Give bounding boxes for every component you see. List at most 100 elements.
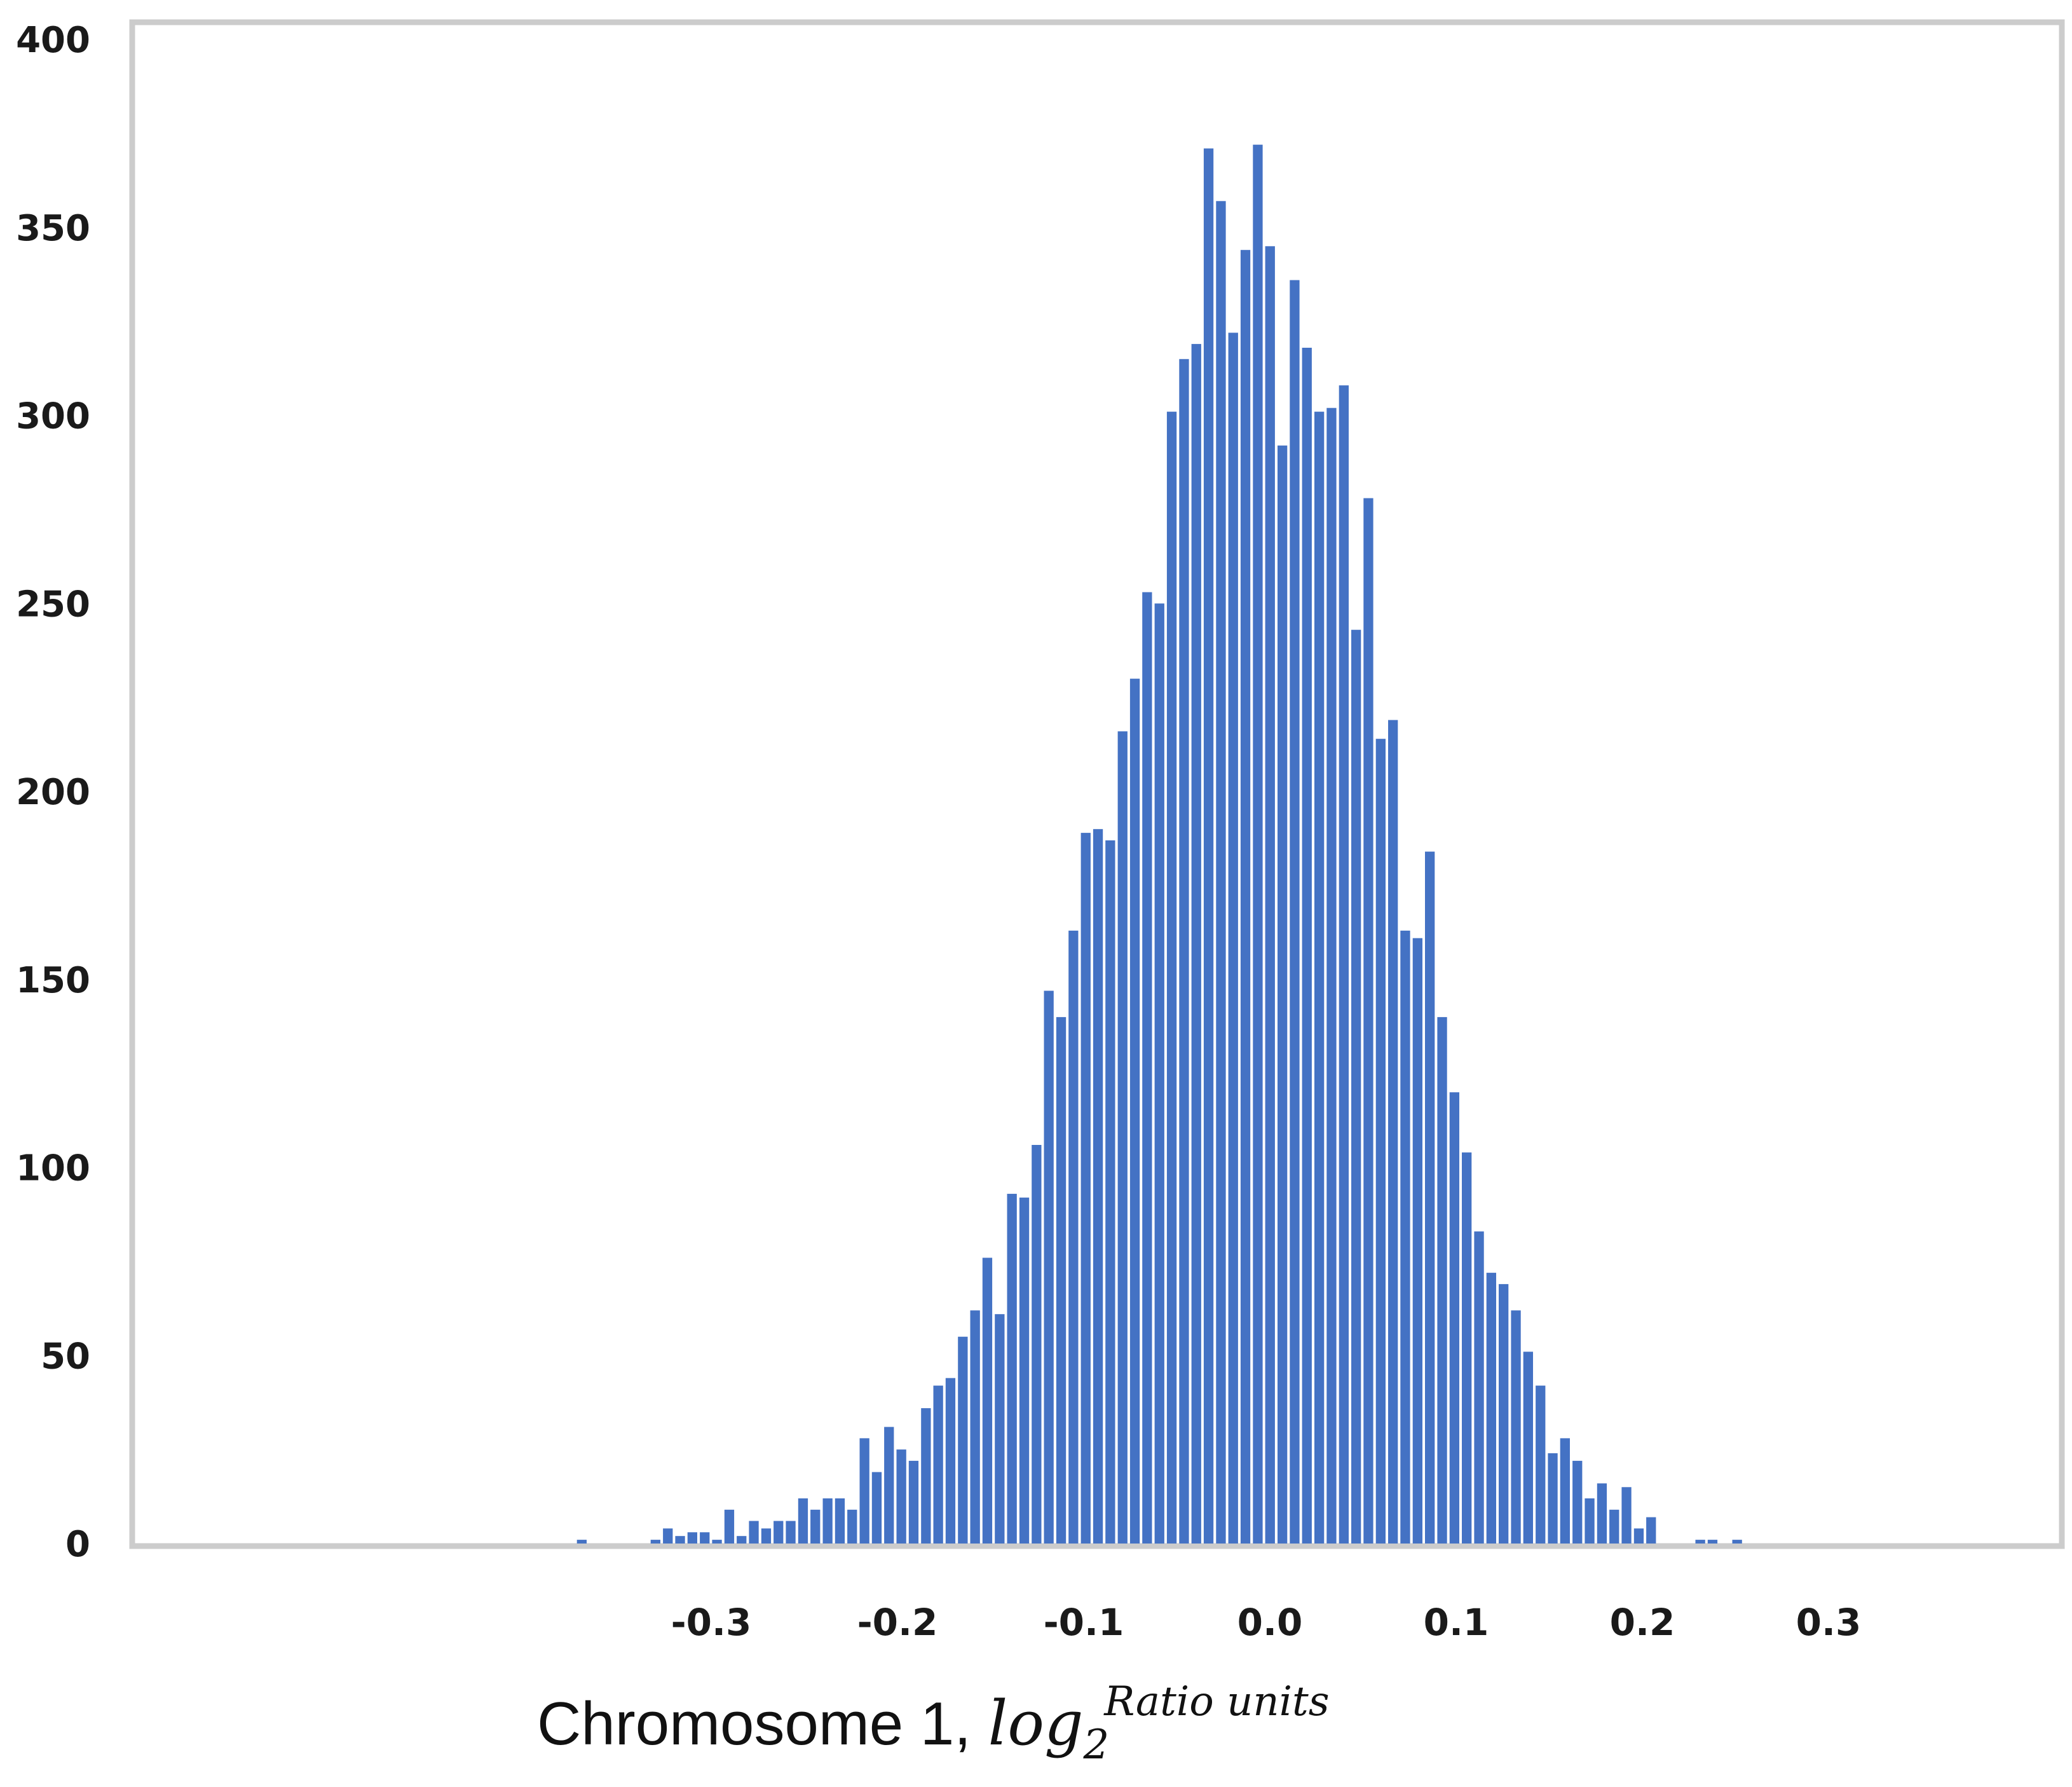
histogram-bar xyxy=(1633,1528,1644,1544)
x-axis-label-log: log xyxy=(988,1688,1084,1759)
histogram-bar xyxy=(995,1314,1005,1544)
y-tick-label: 150 xyxy=(16,960,90,1001)
histogram-bar xyxy=(945,1378,956,1544)
histogram-bar xyxy=(1388,720,1398,1544)
histogram-bar xyxy=(1449,1092,1459,1544)
histogram-bar xyxy=(1129,678,1140,1544)
histogram-bar xyxy=(675,1536,685,1544)
histogram-bar xyxy=(1278,445,1288,1544)
histogram-bar xyxy=(982,1257,993,1544)
histogram-bar xyxy=(933,1385,943,1544)
histogram-bar xyxy=(650,1540,660,1544)
histogram-bar xyxy=(847,1509,857,1544)
x-tick-label: 0.1 xyxy=(1424,1601,1489,1644)
histogram-bar xyxy=(1179,359,1189,1544)
histogram-bar xyxy=(1523,1352,1533,1544)
histogram-bar xyxy=(835,1498,845,1544)
histogram-bar xyxy=(1572,1460,1583,1544)
histogram-bar xyxy=(1585,1498,1595,1544)
y-tick-label: 350 xyxy=(16,208,90,249)
histogram-bar xyxy=(1056,1017,1067,1544)
histogram-bar xyxy=(1560,1438,1570,1544)
x-axis-label-superscript: Ratio units xyxy=(1104,1678,1330,1725)
histogram-bar xyxy=(1019,1197,1030,1544)
histogram-bar xyxy=(958,1336,968,1544)
histogram-bar xyxy=(822,1498,833,1544)
histogram-bar xyxy=(761,1528,772,1544)
x-axis-label-math: log2Ratio units xyxy=(988,1678,1330,1769)
histogram-bar xyxy=(687,1532,697,1544)
x-tick-label: -0.1 xyxy=(1044,1601,1124,1644)
y-tick-label: 100 xyxy=(16,1148,90,1189)
histogram-bar xyxy=(1032,1145,1042,1544)
histogram-bars xyxy=(576,144,1742,1544)
histogram-bar xyxy=(1117,731,1128,1544)
histogram-bar xyxy=(737,1536,747,1544)
y-tick-label: 50 xyxy=(41,1336,90,1377)
x-axis-label: Chromosome 1, log2Ratio units xyxy=(537,1678,1330,1769)
x-tick-label: -0.3 xyxy=(671,1601,752,1644)
histogram-bar xyxy=(884,1427,894,1544)
histogram-bar xyxy=(700,1532,710,1544)
histogram-bar xyxy=(1511,1310,1521,1544)
plot-frame xyxy=(129,19,2065,1549)
histogram-bar xyxy=(1228,332,1238,1544)
histogram-bar xyxy=(1548,1453,1558,1544)
histogram-bar xyxy=(1105,840,1115,1544)
y-tick-label: 400 xyxy=(16,20,90,61)
x-axis-label-subscript: 2 xyxy=(1083,1722,1110,1769)
histogram-bar xyxy=(1265,246,1275,1544)
histogram-bar xyxy=(1154,603,1164,1544)
histogram-bar xyxy=(921,1408,931,1544)
histogram-bar xyxy=(1203,148,1214,1544)
x-tick-label: 0.3 xyxy=(1796,1601,1862,1644)
histogram-bar xyxy=(1142,592,1152,1544)
histogram-bar xyxy=(1732,1540,1742,1544)
x-tick-label: 0.0 xyxy=(1237,1601,1303,1644)
histogram-bar xyxy=(970,1310,980,1544)
histogram-bar xyxy=(1609,1509,1619,1544)
histogram-bar xyxy=(1044,990,1054,1544)
histogram-bar xyxy=(724,1509,735,1544)
histogram-bar xyxy=(1425,851,1435,1544)
histogram-bar xyxy=(1621,1487,1632,1544)
histogram-bar xyxy=(1646,1517,1656,1544)
histogram-bar xyxy=(663,1528,673,1544)
histogram-bar xyxy=(1166,411,1177,1544)
y-axis-ticks: 0 50 100 150 200 250 300 350 400 xyxy=(16,20,90,1565)
histogram-bar xyxy=(1597,1483,1607,1544)
histogram-bar xyxy=(871,1472,882,1544)
histogram-bar xyxy=(1486,1273,1496,1544)
y-tick-label: 200 xyxy=(16,772,90,813)
y-tick-label: 0 xyxy=(65,1524,90,1565)
histogram-bar xyxy=(908,1460,919,1544)
histogram-bar xyxy=(1339,385,1349,1544)
histogram-bar xyxy=(1253,144,1263,1544)
histogram-bar xyxy=(1400,930,1410,1544)
x-tick-label: 0.2 xyxy=(1610,1601,1675,1644)
histogram-bar xyxy=(1412,938,1422,1544)
histogram-bar xyxy=(1314,411,1325,1544)
histogram-bar xyxy=(1499,1284,1509,1544)
histogram-bar xyxy=(1351,629,1361,1544)
histogram-bar xyxy=(774,1521,784,1544)
histogram-bar xyxy=(786,1521,796,1544)
histogram-bar xyxy=(1363,498,1373,1544)
histogram-bar xyxy=(1216,201,1226,1544)
histogram-bar xyxy=(1536,1385,1546,1544)
x-axis-ticks: -0.3 -0.2 -0.1 0.0 0.1 0.2 0.3 xyxy=(671,1601,1862,1644)
histogram-bar xyxy=(1695,1540,1705,1544)
histogram-bar xyxy=(859,1438,869,1544)
histogram-bar xyxy=(1462,1152,1472,1544)
y-tick-label: 250 xyxy=(16,584,90,625)
histogram-bar xyxy=(749,1521,759,1544)
histogram-bar xyxy=(1290,280,1300,1544)
histogram-bar xyxy=(810,1509,821,1544)
histogram-bar xyxy=(1080,833,1091,1544)
histogram-bar xyxy=(1068,930,1079,1544)
histogram-bar xyxy=(1007,1193,1017,1544)
histogram-bar xyxy=(896,1449,906,1544)
x-tick-label: -0.2 xyxy=(857,1601,938,1644)
y-tick-label: 300 xyxy=(16,396,90,437)
histogram-bar xyxy=(712,1540,722,1544)
